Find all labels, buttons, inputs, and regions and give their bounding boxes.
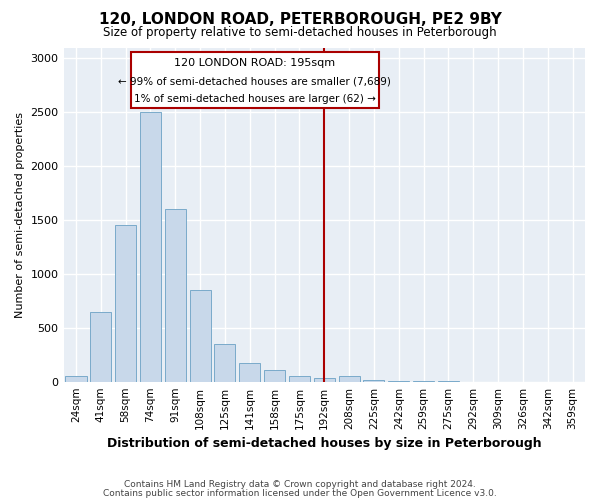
Bar <box>214 344 235 382</box>
Text: Contains HM Land Registry data © Crown copyright and database right 2024.: Contains HM Land Registry data © Crown c… <box>124 480 476 489</box>
Bar <box>165 209 186 382</box>
Bar <box>65 376 86 382</box>
Bar <box>115 226 136 382</box>
Bar <box>314 378 335 382</box>
Bar <box>190 290 211 382</box>
Y-axis label: Number of semi-detached properties: Number of semi-detached properties <box>15 112 25 318</box>
Bar <box>239 363 260 382</box>
Text: 120, LONDON ROAD, PETERBOROUGH, PE2 9BY: 120, LONDON ROAD, PETERBOROUGH, PE2 9BY <box>98 12 502 28</box>
Bar <box>388 380 409 382</box>
Text: 120 LONDON ROAD: 195sqm: 120 LONDON ROAD: 195sqm <box>174 58 335 68</box>
Text: ← 99% of semi-detached houses are smaller (7,689): ← 99% of semi-detached houses are smalle… <box>118 76 391 86</box>
Bar <box>140 112 161 382</box>
Bar <box>90 312 112 382</box>
Text: Size of property relative to semi-detached houses in Peterborough: Size of property relative to semi-detach… <box>103 26 497 39</box>
Bar <box>338 376 359 382</box>
Text: Contains public sector information licensed under the Open Government Licence v3: Contains public sector information licen… <box>103 489 497 498</box>
Text: 1% of semi-detached houses are larger (62) →: 1% of semi-detached houses are larger (6… <box>134 94 376 104</box>
Bar <box>413 381 434 382</box>
FancyBboxPatch shape <box>131 52 379 108</box>
Bar <box>289 376 310 382</box>
Bar <box>438 381 459 382</box>
Bar <box>264 370 285 382</box>
Bar <box>364 380 385 382</box>
X-axis label: Distribution of semi-detached houses by size in Peterborough: Distribution of semi-detached houses by … <box>107 437 542 450</box>
